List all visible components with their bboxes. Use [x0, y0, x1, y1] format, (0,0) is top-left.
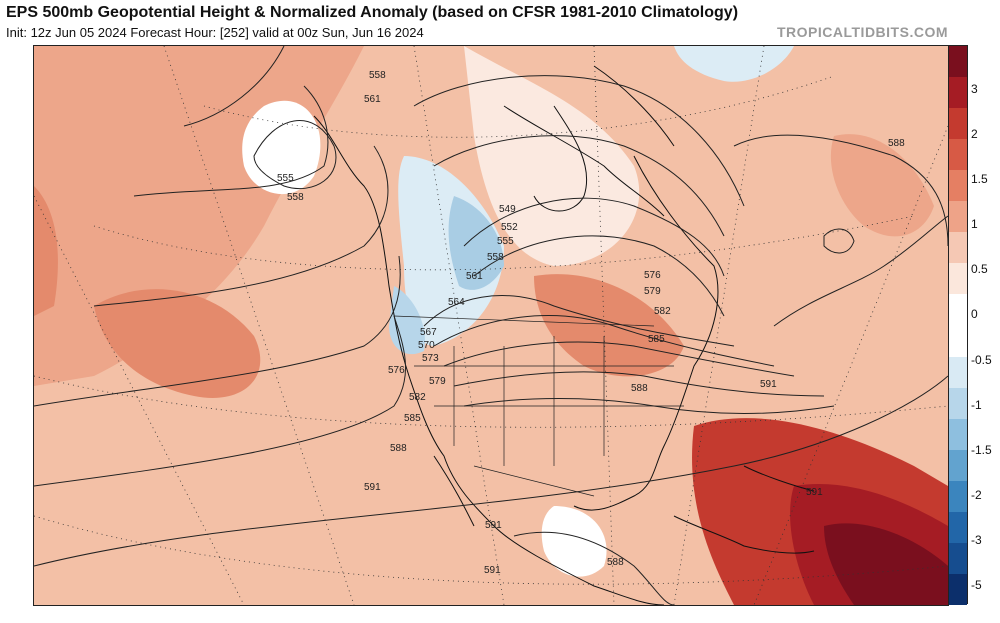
contour-label: 588	[888, 138, 905, 149]
contour-label-group: 558 561 555 558 549 552 555 558 561 564 …	[277, 70, 905, 576]
contour-label: 549	[499, 204, 516, 215]
colorbar-segment	[949, 170, 967, 202]
contour-label: 585	[404, 413, 421, 424]
colorbar-segment	[949, 418, 967, 451]
colorbar-tick-label: -0.5	[971, 352, 992, 367]
contour-label: 579	[429, 376, 446, 387]
contour-label: 576	[388, 365, 405, 376]
colorbar-segment	[949, 232, 967, 264]
contour-label: 588	[631, 383, 648, 394]
colorbar-tick-label: -5	[971, 578, 982, 592]
colorbar-segment	[949, 263, 967, 295]
anomaly-map: 558 561 555 558 549 552 555 558 561 564 …	[33, 45, 949, 606]
anomaly-mexico-neutral	[541, 506, 607, 577]
contour-label: 558	[287, 192, 304, 203]
colorbar-segment	[949, 387, 967, 420]
contour-label: 567	[420, 327, 437, 338]
contour-label: 561	[466, 271, 483, 282]
colorbar-tick-label: -1.5	[971, 442, 992, 457]
colorbar-segment	[949, 139, 967, 171]
colorbar-segment	[949, 449, 967, 482]
contour-label: 591	[485, 520, 502, 531]
contour-label: 585	[648, 334, 665, 345]
colorbar-segment	[949, 480, 967, 513]
contour-label: 564	[448, 297, 465, 308]
colorbar-segment	[949, 201, 967, 233]
colorbar-tick-label: 1.5	[971, 172, 988, 187]
contour-label: 555	[277, 173, 294, 184]
colorbar-segment	[949, 77, 967, 109]
contour-label: 555	[497, 236, 514, 247]
colorbar-tick-label: -1	[971, 397, 982, 412]
colorbar-tick-label: 3	[971, 82, 978, 96]
contour-label: 591	[484, 565, 501, 576]
anomaly-atlantic-max	[824, 523, 948, 605]
anomaly-greatlakes-warm	[534, 274, 684, 377]
latlon-grid	[34, 46, 948, 605]
colorbar-tick-label: -2	[971, 487, 982, 502]
colorbar-tick-label: 1	[971, 217, 978, 232]
contour-label: 591	[806, 487, 823, 498]
anomaly-west-edge	[34, 186, 58, 316]
colorbar-segment	[949, 573, 967, 606]
colorbar-segment	[949, 325, 967, 358]
colorbar-tick-label: 2	[971, 127, 978, 142]
colorbar-tick-label: 0	[971, 307, 978, 322]
contour-label: 561	[364, 94, 381, 105]
contour-label: 552	[501, 222, 518, 233]
map-title: EPS 500mb Geopotential Height & Normaliz…	[6, 4, 739, 21]
contour-label: 591	[364, 482, 381, 493]
colorbar-segment	[949, 356, 967, 389]
map-subtitle: Init: 12z Jun 05 2024 Forecast Hour: [25…	[6, 25, 424, 40]
contour-label: 579	[644, 286, 661, 297]
anomaly-northatlantic-warm	[830, 134, 934, 237]
colorbar-segment	[949, 511, 967, 544]
colorbar	[948, 45, 968, 606]
map-svg: 558 561 555 558 549 552 555 558 561 564 …	[34, 46, 948, 605]
colorbar-segment	[949, 294, 967, 326]
contour-label: 570	[418, 340, 435, 351]
contour-label: 588	[390, 443, 407, 454]
contour-label: 573	[422, 353, 439, 364]
contour-label: 582	[409, 392, 426, 403]
contour-label: 591	[760, 379, 777, 390]
contour-label: 576	[644, 270, 661, 281]
coastlines	[313, 65, 815, 605]
anomaly-arctic-neutral	[464, 46, 640, 266]
colorbar-segment	[949, 108, 967, 140]
contour-label: 558	[487, 252, 504, 263]
contour-label: 558	[369, 70, 386, 81]
contour-label: 588	[607, 557, 624, 568]
contour-label: 582	[654, 306, 671, 317]
colorbar-tick-label: -3	[971, 532, 982, 547]
anomaly-pacific-core	[94, 289, 261, 398]
colorbar-tick-label: 0.5	[971, 262, 988, 277]
anomaly-trough-core	[448, 196, 504, 290]
height-contours	[34, 46, 948, 605]
colorbar-segment	[949, 46, 967, 78]
colorbar-segment	[949, 542, 967, 575]
anomaly-greenland-cool	[674, 46, 794, 82]
borders	[393, 315, 684, 497]
site-brand: TROPICALTIDBITS.COM	[776, 24, 948, 40]
